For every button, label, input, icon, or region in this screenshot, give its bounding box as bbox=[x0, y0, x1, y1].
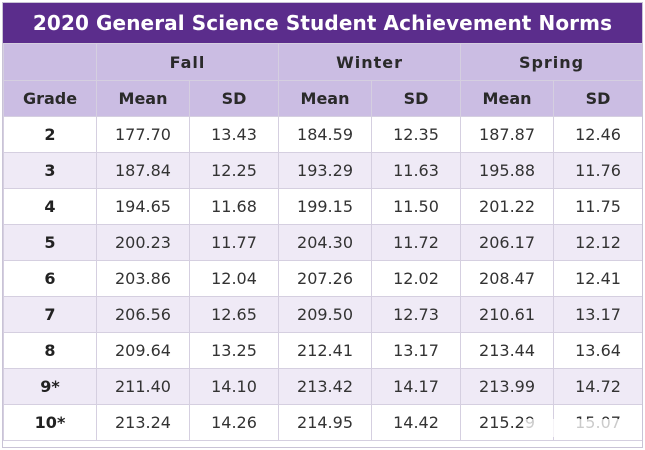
table-row: 7 206.56 12.65 209.50 12.73 210.61 13.17 bbox=[3, 296, 642, 333]
table-row: 3 187.84 12.25 193.29 11.63 195.88 11.76 bbox=[3, 152, 642, 189]
spring-mean-cell: 201.22 bbox=[460, 188, 555, 225]
season-header-winter: Winter bbox=[278, 43, 462, 81]
winter-sd-cell: 11.50 bbox=[371, 188, 462, 225]
winter-sd-cell: 12.73 bbox=[371, 296, 462, 333]
fall-mean-cell: 200.23 bbox=[96, 224, 190, 261]
table-row: 2 177.70 13.43 184.59 12.35 187.87 12.46 bbox=[3, 116, 642, 153]
winter-sd-cell: 11.72 bbox=[371, 224, 462, 261]
fall-sd-cell: 13.25 bbox=[188, 332, 280, 369]
winter-sd-cell: 11.63 bbox=[371, 152, 462, 189]
fall-mean-cell: 203.86 bbox=[96, 260, 190, 297]
fall-mean-cell: 209.64 bbox=[96, 332, 190, 369]
spring-mean-cell: 206.17 bbox=[460, 224, 555, 261]
grade-cell: 9* bbox=[3, 368, 97, 405]
spring-sd-cell: 12.41 bbox=[553, 260, 642, 297]
spring-mean-cell: 195.88 bbox=[460, 152, 555, 189]
page-title: 2020 General Science Student Achievement… bbox=[3, 3, 642, 43]
norms-table: Fall Winter Spring Grade Mean SD Mean SD… bbox=[3, 43, 642, 441]
spring-mean-cell: 213.44 bbox=[460, 332, 555, 369]
fall-sd-cell: 12.25 bbox=[188, 152, 280, 189]
grade-cell: 10* bbox=[3, 404, 97, 441]
fall-sd-cell: 14.26 bbox=[188, 404, 280, 441]
table-row: 8 209.64 13.25 212.41 13.17 213.44 13.64 bbox=[3, 332, 642, 369]
fall-mean-cell: 206.56 bbox=[96, 296, 190, 333]
grade-cell: 2 bbox=[3, 116, 97, 153]
header-blank-cell bbox=[3, 43, 97, 81]
fall-sd-cell: 13.43 bbox=[188, 116, 280, 153]
fall-mean-cell: 194.65 bbox=[96, 188, 190, 225]
spring-sd-cell: 13.17 bbox=[553, 296, 642, 333]
table-row: 5 200.23 11.77 204.30 11.72 206.17 12.12 bbox=[3, 224, 642, 261]
winter-sd-cell: 13.17 bbox=[371, 332, 462, 369]
fall-mean-cell: 187.84 bbox=[96, 152, 190, 189]
column-header-winter-mean: Mean bbox=[278, 80, 373, 117]
fall-sd-cell: 11.77 bbox=[188, 224, 280, 261]
grade-cell: 3 bbox=[3, 152, 97, 189]
table-row: 10* 213.24 14.26 214.95 14.42 215.29 15.… bbox=[3, 404, 642, 441]
winter-mean-cell: 207.26 bbox=[278, 260, 373, 297]
grade-cell: 5 bbox=[3, 224, 97, 261]
winter-sd-cell: 12.02 bbox=[371, 260, 462, 297]
season-header-fall: Fall bbox=[95, 43, 280, 81]
fall-mean-cell: 213.24 bbox=[96, 404, 190, 441]
season-header-spring: Spring bbox=[460, 43, 642, 81]
spring-sd-cell: 12.12 bbox=[553, 224, 642, 261]
spring-mean-cell: 210.61 bbox=[460, 296, 555, 333]
season-header-row: Fall Winter Spring bbox=[3, 43, 642, 81]
grade-cell: 7 bbox=[3, 296, 97, 333]
spring-sd-cell: 12.46 bbox=[553, 116, 642, 153]
grade-cell: 6 bbox=[3, 260, 97, 297]
spring-mean-cell: 215.29 bbox=[460, 404, 555, 441]
spring-mean-cell: 208.47 bbox=[460, 260, 555, 297]
fall-sd-cell: 12.65 bbox=[188, 296, 280, 333]
table-row: 9* 211.40 14.10 213.42 14.17 213.99 14.7… bbox=[3, 368, 642, 405]
spring-sd-cell: 13.64 bbox=[553, 332, 642, 369]
winter-mean-cell: 214.95 bbox=[278, 404, 373, 441]
winter-mean-cell: 199.15 bbox=[278, 188, 373, 225]
winter-mean-cell: 193.29 bbox=[278, 152, 373, 189]
grade-cell: 8 bbox=[3, 332, 97, 369]
winter-mean-cell: 204.30 bbox=[278, 224, 373, 261]
spring-sd-cell: 11.76 bbox=[553, 152, 642, 189]
column-header-spring-sd: SD bbox=[553, 80, 642, 117]
column-header-fall-sd: SD bbox=[188, 80, 280, 117]
fall-mean-cell: 211.40 bbox=[96, 368, 190, 405]
winter-sd-cell: 14.17 bbox=[371, 368, 462, 405]
fall-sd-cell: 12.04 bbox=[188, 260, 280, 297]
fall-sd-cell: 11.68 bbox=[188, 188, 280, 225]
fall-sd-cell: 14.10 bbox=[188, 368, 280, 405]
spring-sd-cell: 14.72 bbox=[553, 368, 642, 405]
spring-mean-cell: 187.87 bbox=[460, 116, 555, 153]
spring-sd-cell: 11.75 bbox=[553, 188, 642, 225]
winter-sd-cell: 14.42 bbox=[371, 404, 462, 441]
column-header-fall-mean: Mean bbox=[96, 80, 190, 117]
column-header-spring-mean: Mean bbox=[460, 80, 555, 117]
table-row: 6 203.86 12.04 207.26 12.02 208.47 12.41 bbox=[3, 260, 642, 297]
column-header-winter-sd: SD bbox=[371, 80, 462, 117]
spring-sd-cell: 15.07 bbox=[553, 404, 642, 441]
column-header-grade: Grade bbox=[3, 80, 97, 117]
winter-mean-cell: 209.50 bbox=[278, 296, 373, 333]
column-header-row: Grade Mean SD Mean SD Mean SD bbox=[3, 80, 642, 117]
table-row: 4 194.65 11.68 199.15 11.50 201.22 11.75 bbox=[3, 188, 642, 225]
winter-sd-cell: 12.35 bbox=[371, 116, 462, 153]
winter-mean-cell: 212.41 bbox=[278, 332, 373, 369]
winter-mean-cell: 184.59 bbox=[278, 116, 373, 153]
winter-mean-cell: 213.42 bbox=[278, 368, 373, 405]
fall-mean-cell: 177.70 bbox=[96, 116, 190, 153]
grade-cell: 4 bbox=[3, 188, 97, 225]
spring-mean-cell: 213.99 bbox=[460, 368, 555, 405]
